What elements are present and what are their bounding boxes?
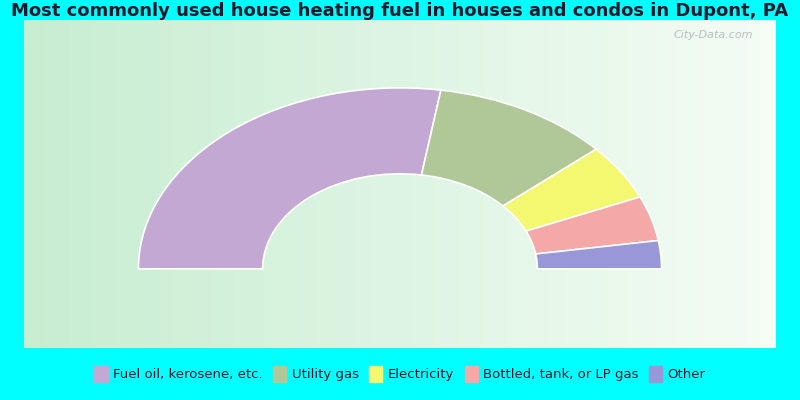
Wedge shape: [422, 90, 596, 206]
Legend: Fuel oil, kerosene, etc., Utility gas, Electricity, Bottled, tank, or LP gas, Ot: Fuel oil, kerosene, etc., Utility gas, E…: [90, 362, 710, 386]
Text: City-Data.com: City-Data.com: [674, 30, 754, 40]
Wedge shape: [526, 197, 658, 254]
Wedge shape: [138, 88, 441, 269]
Wedge shape: [503, 149, 640, 231]
Text: Most commonly used house heating fuel in houses and condos in Dupont, PA: Most commonly used house heating fuel in…: [11, 2, 789, 20]
Wedge shape: [536, 240, 662, 269]
